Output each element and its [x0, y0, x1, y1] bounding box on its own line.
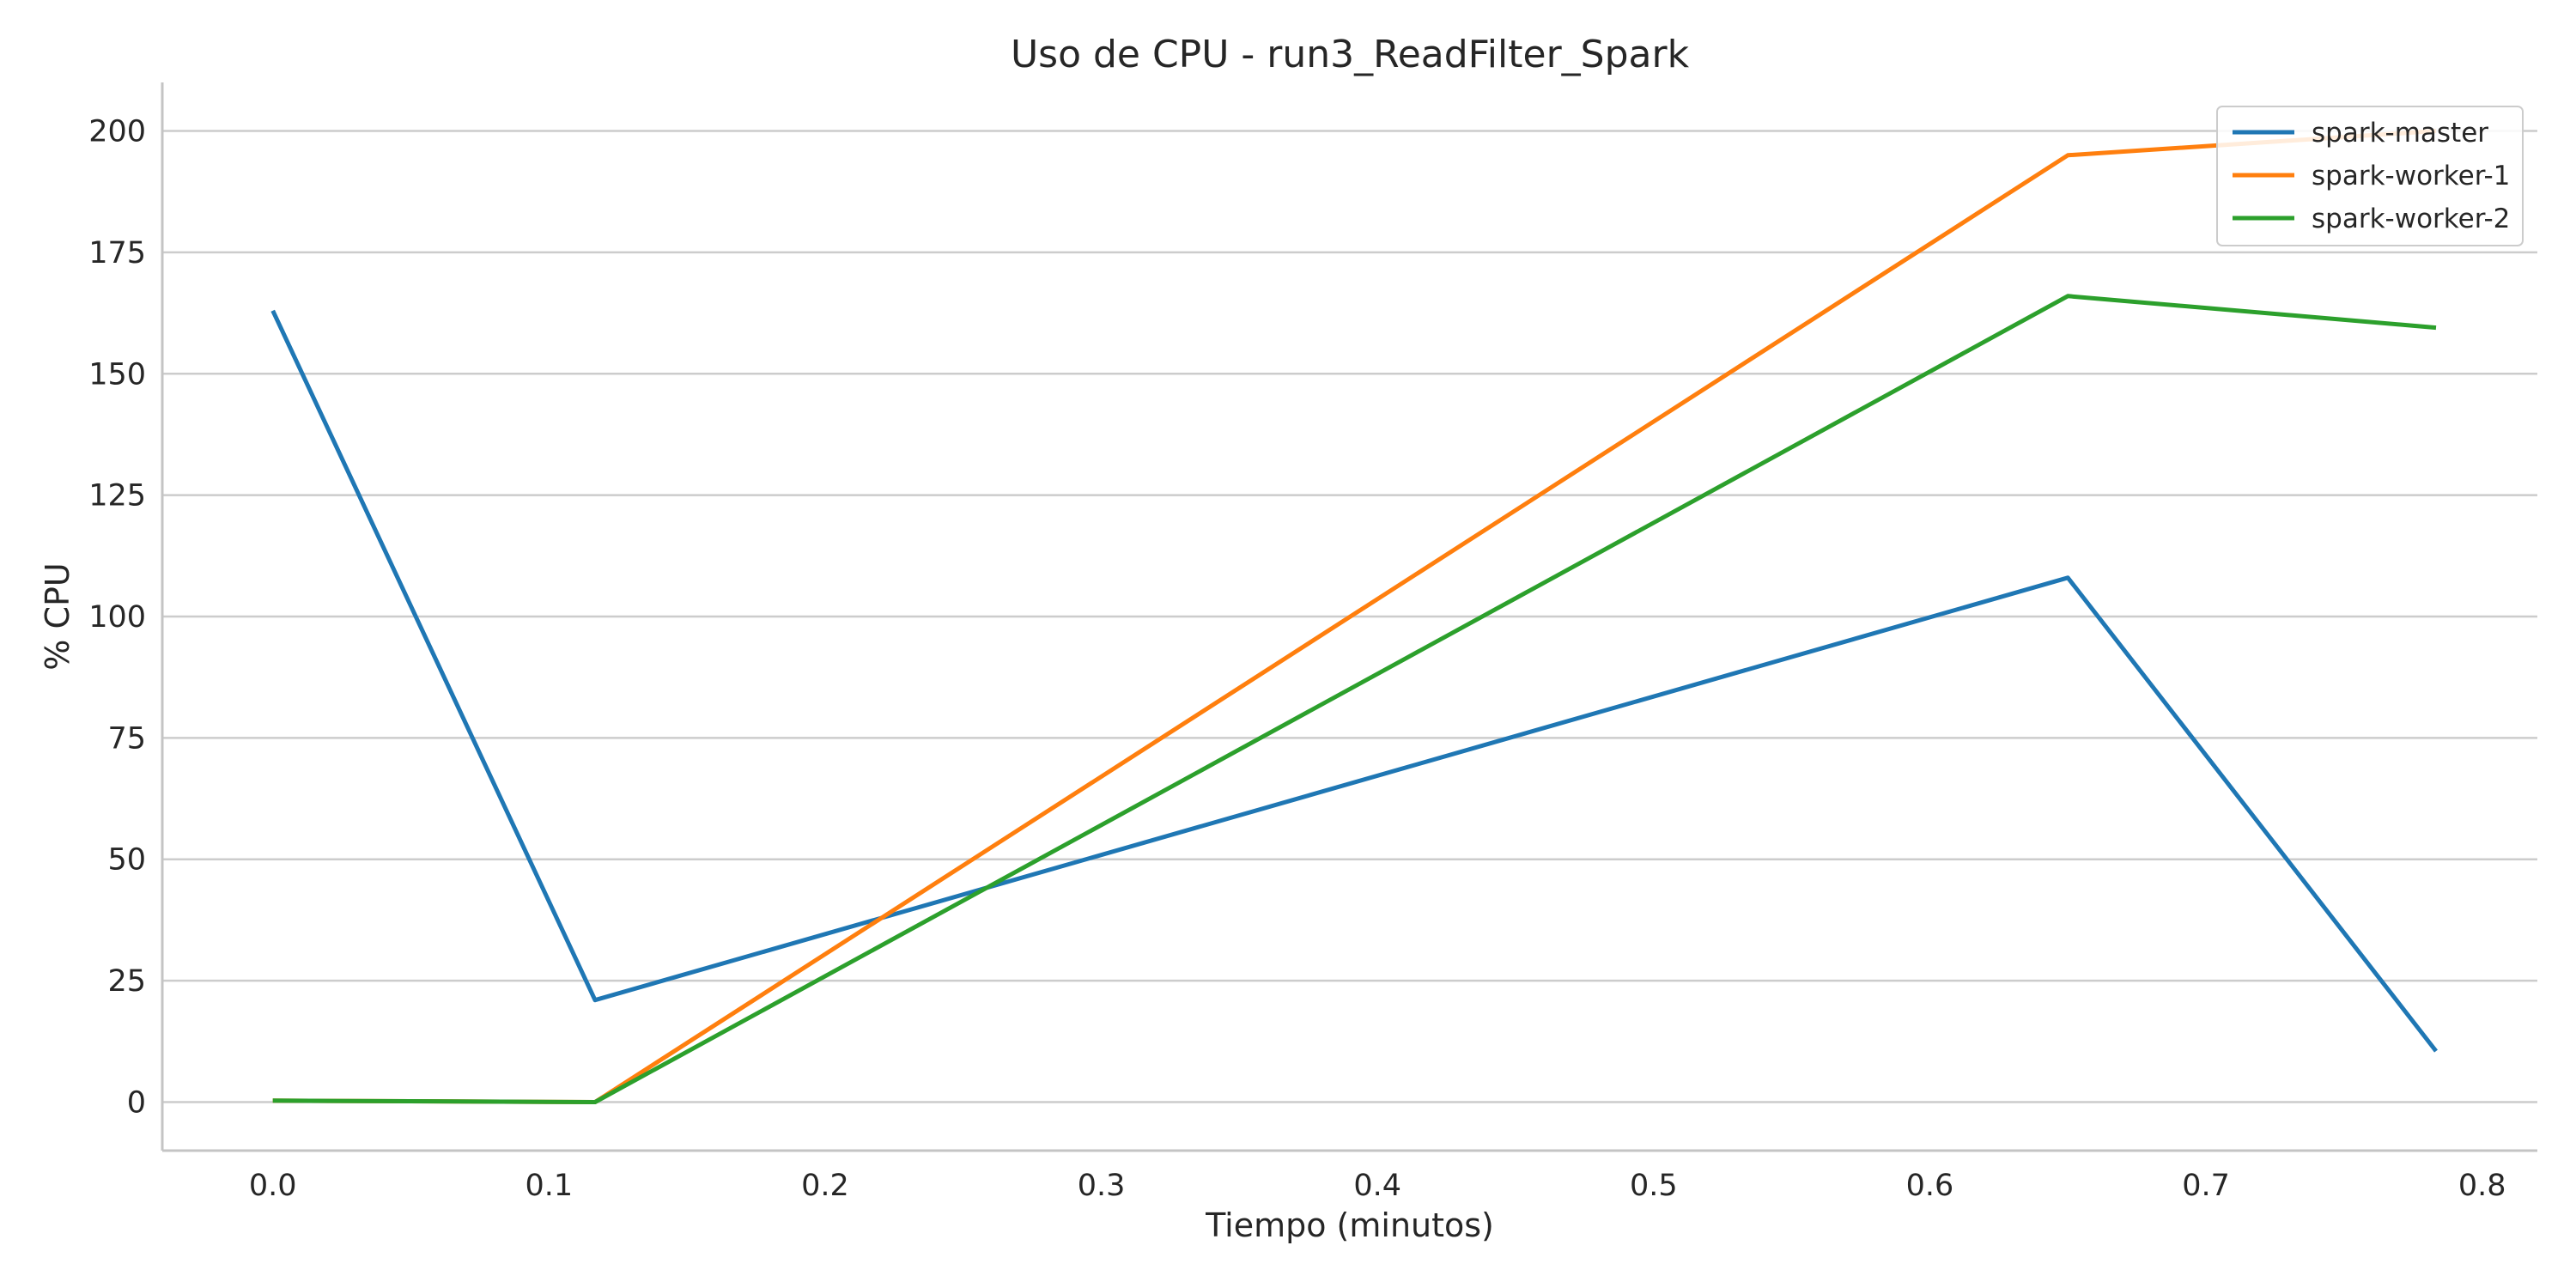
y-tick-label: 150	[88, 357, 146, 392]
y-tick-labels: 0 25 50 75 100 125 150 175 200	[88, 115, 146, 1121]
series-line-spark-worker-2	[272, 294, 2437, 1104]
y-tick-label: 200	[88, 115, 146, 149]
legend-frame	[2216, 106, 2524, 246]
x-tick-label: 0.3	[1078, 1169, 1126, 1203]
y-axis-label: % CPU	[39, 562, 76, 670]
legend: spark-master spark-worker-1 spark-worker-2	[2216, 106, 2524, 246]
x-tick-label: 0.0	[249, 1169, 297, 1203]
y-tick-label: 100	[88, 600, 146, 635]
legend-entry-spark-master: spark-master	[2312, 118, 2488, 149]
x-tick-label: 0.5	[1630, 1169, 1678, 1203]
y-tick-label: 75	[107, 721, 146, 756]
y-tick-label: 50	[107, 843, 146, 878]
x-tick-label: 0.6	[1906, 1169, 1954, 1203]
x-tick-label: 0.4	[1353, 1169, 1401, 1203]
x-axis-label: Tiempo (minutos)	[1205, 1206, 1494, 1244]
x-tick-label: 0.1	[525, 1169, 573, 1203]
x-tick-labels: 0.0 0.1 0.2 0.3 0.4 0.5 0.6 0.7 0.8	[249, 1169, 2506, 1203]
y-tick-label: 25	[107, 964, 146, 999]
y-tick-label: 125	[88, 479, 146, 513]
legend-entry-spark-worker-2: spark-worker-2	[2312, 204, 2510, 234]
y-tick-label: 175	[88, 236, 146, 270]
legend-entry-spark-worker-1: spark-worker-1	[2312, 161, 2510, 191]
x-tick-label: 0.8	[2458, 1169, 2506, 1203]
series-line-spark-master	[270, 309, 2438, 1053]
x-tick-label: 0.7	[2182, 1169, 2230, 1203]
y-tick-label: 0	[127, 1085, 146, 1120]
x-tick-label: 0.2	[801, 1169, 849, 1203]
chart-title: Uso de CPU - run3_ReadFilter_Spark	[1011, 33, 1690, 76]
